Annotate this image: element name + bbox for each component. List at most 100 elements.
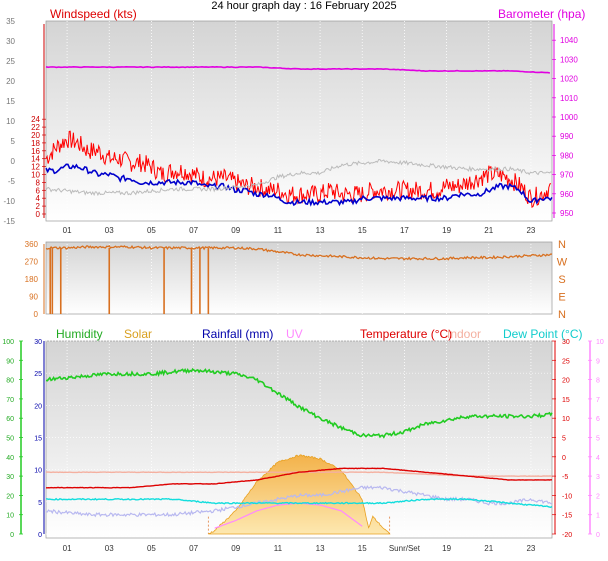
x-tick-label: 21 bbox=[484, 544, 493, 553]
y-tick-rainfall: 25 bbox=[34, 371, 42, 378]
y-tick-temperature: 20 bbox=[562, 378, 570, 385]
x-tick-label: 13 bbox=[316, 226, 325, 235]
y-tick-outer: 5 bbox=[11, 137, 16, 146]
y-tick-temperature: 15 bbox=[562, 397, 570, 404]
y-tick-barometer: 990 bbox=[560, 132, 574, 141]
y-tick-compass: N bbox=[558, 309, 566, 321]
x-tick-label: 15 bbox=[358, 226, 367, 235]
y-tick-barometer: 1020 bbox=[560, 75, 578, 84]
y-tick-barometer: 1040 bbox=[560, 36, 578, 45]
y-tick-barometer: 1000 bbox=[560, 113, 578, 122]
y-tick-humidity: 90 bbox=[6, 358, 14, 365]
y-tick-windspeed: 8 bbox=[36, 178, 41, 187]
y-tick-humidity: 20 bbox=[6, 493, 14, 500]
y-tick-humidity: 100 bbox=[2, 339, 14, 346]
y-tick-humidity: 10 bbox=[6, 513, 14, 520]
y-tick-outer: 35 bbox=[6, 17, 15, 26]
y-tick-windspeed: 4 bbox=[36, 194, 41, 203]
y-tick-outer: 10 bbox=[6, 117, 15, 126]
y-tick-outer: -15 bbox=[3, 217, 15, 226]
y-tick-uv: 0 bbox=[596, 532, 600, 539]
y-tick-direction: 270 bbox=[25, 258, 39, 267]
y-tick-rainfall: 0 bbox=[38, 532, 42, 539]
panel2-bg bbox=[45, 241, 553, 315]
y-tick-humidity: 0 bbox=[10, 532, 14, 539]
windspeed-label: Windspeed (kts) bbox=[50, 7, 137, 21]
y-tick-temperature: -20 bbox=[562, 532, 572, 539]
y-tick-outer: 15 bbox=[6, 97, 15, 106]
y-tick-outer: -10 bbox=[3, 197, 15, 206]
y-tick-direction: 180 bbox=[25, 275, 39, 284]
y-tick-humidity: 70 bbox=[6, 397, 14, 404]
y-tick-humidity: 40 bbox=[6, 455, 14, 462]
y-tick-outer: 25 bbox=[6, 57, 15, 66]
y-tick-barometer: 960 bbox=[560, 190, 574, 199]
y-tick-windspeed: 14 bbox=[31, 155, 40, 164]
y-tick-compass: E bbox=[558, 292, 565, 304]
y-tick-windspeed: 22 bbox=[31, 123, 40, 132]
series-barometer-line bbox=[45, 65, 551, 74]
y-tick-windspeed: 6 bbox=[36, 186, 41, 195]
y-tick-temperature: 0 bbox=[562, 455, 566, 462]
y-tick-outer: 0 bbox=[11, 157, 16, 166]
x-tick-label: 17 bbox=[400, 226, 409, 235]
legend-dewpoint: Dew Point (°C) bbox=[503, 327, 582, 341]
y-tick-barometer: 1030 bbox=[560, 55, 578, 64]
y-tick-direction: 0 bbox=[34, 310, 39, 319]
y-tick-compass: S bbox=[558, 274, 565, 286]
x-tick-label: 09 bbox=[231, 544, 240, 553]
y-tick-uv: 8 bbox=[596, 378, 600, 385]
series-direction-line bbox=[45, 245, 553, 261]
y-tick-humidity: 60 bbox=[6, 416, 14, 423]
series-wind-average-line bbox=[45, 163, 553, 207]
y-tick-barometer: 980 bbox=[560, 151, 574, 160]
x-tick-label: 19 bbox=[442, 226, 451, 235]
y-tick-outer: 30 bbox=[6, 37, 15, 46]
x-tick-label: 13 bbox=[316, 544, 325, 553]
series-humidity-line bbox=[45, 367, 553, 439]
legend-indoor: Indoor bbox=[447, 327, 481, 341]
x-tick-label: 23 bbox=[526, 226, 535, 235]
x-tick-label: 03 bbox=[105, 544, 114, 553]
x-tick-label: 21 bbox=[484, 226, 493, 235]
y-tick-temperature: 5 bbox=[562, 436, 566, 443]
y-tick-uv: 3 bbox=[596, 474, 600, 481]
y-tick-temperature: 30 bbox=[562, 339, 570, 346]
y-tick-uv: 7 bbox=[596, 397, 600, 404]
y-tick-temperature: -5 bbox=[562, 474, 568, 481]
x-tick-label: 03 bbox=[105, 226, 114, 235]
y-tick-uv: 10 bbox=[596, 339, 604, 346]
y-tick-windspeed: 10 bbox=[31, 171, 40, 180]
legend-temperature: Temperature (°C) bbox=[360, 327, 452, 341]
y-tick-compass: N bbox=[558, 239, 566, 251]
page-title: 24 hour graph day : 16 February 2025 bbox=[211, 0, 397, 12]
legend-uv: UV bbox=[286, 327, 303, 341]
y-tick-windspeed: 0 bbox=[36, 210, 41, 219]
x-tick-label: 19 bbox=[442, 544, 451, 553]
legend-solar: Solar bbox=[124, 327, 152, 341]
y-tick-windspeed: 24 bbox=[31, 115, 40, 124]
x-tick-label: 09 bbox=[231, 226, 240, 235]
y-tick-uv: 1 bbox=[596, 513, 600, 520]
y-tick-temperature: -15 bbox=[562, 513, 572, 520]
x-tick-label: 23 bbox=[526, 544, 535, 553]
y-tick-uv: 2 bbox=[596, 493, 600, 500]
x-tick-label: 11 bbox=[274, 226, 283, 235]
barometer-label: Barometer (hpa) bbox=[498, 7, 585, 21]
y-tick-windspeed: 20 bbox=[31, 131, 40, 140]
series-gray-line bbox=[45, 158, 553, 197]
y-tick-temperature: 25 bbox=[562, 358, 570, 365]
y-tick-humidity: 80 bbox=[6, 378, 14, 385]
y-tick-rainfall: 20 bbox=[34, 403, 42, 410]
x-tick-label: 05 bbox=[147, 544, 156, 553]
x-tick-label: 07 bbox=[189, 226, 198, 235]
x-tick-label: 05 bbox=[147, 226, 156, 235]
x-tick-label: 01 bbox=[63, 226, 72, 235]
y-tick-direction: 90 bbox=[29, 293, 38, 302]
legend-rainfall: Rainfall (mm) bbox=[202, 327, 273, 341]
y-tick-humidity: 30 bbox=[6, 474, 14, 481]
y-tick-direction: 360 bbox=[25, 240, 39, 249]
y-tick-compass: W bbox=[557, 257, 568, 269]
